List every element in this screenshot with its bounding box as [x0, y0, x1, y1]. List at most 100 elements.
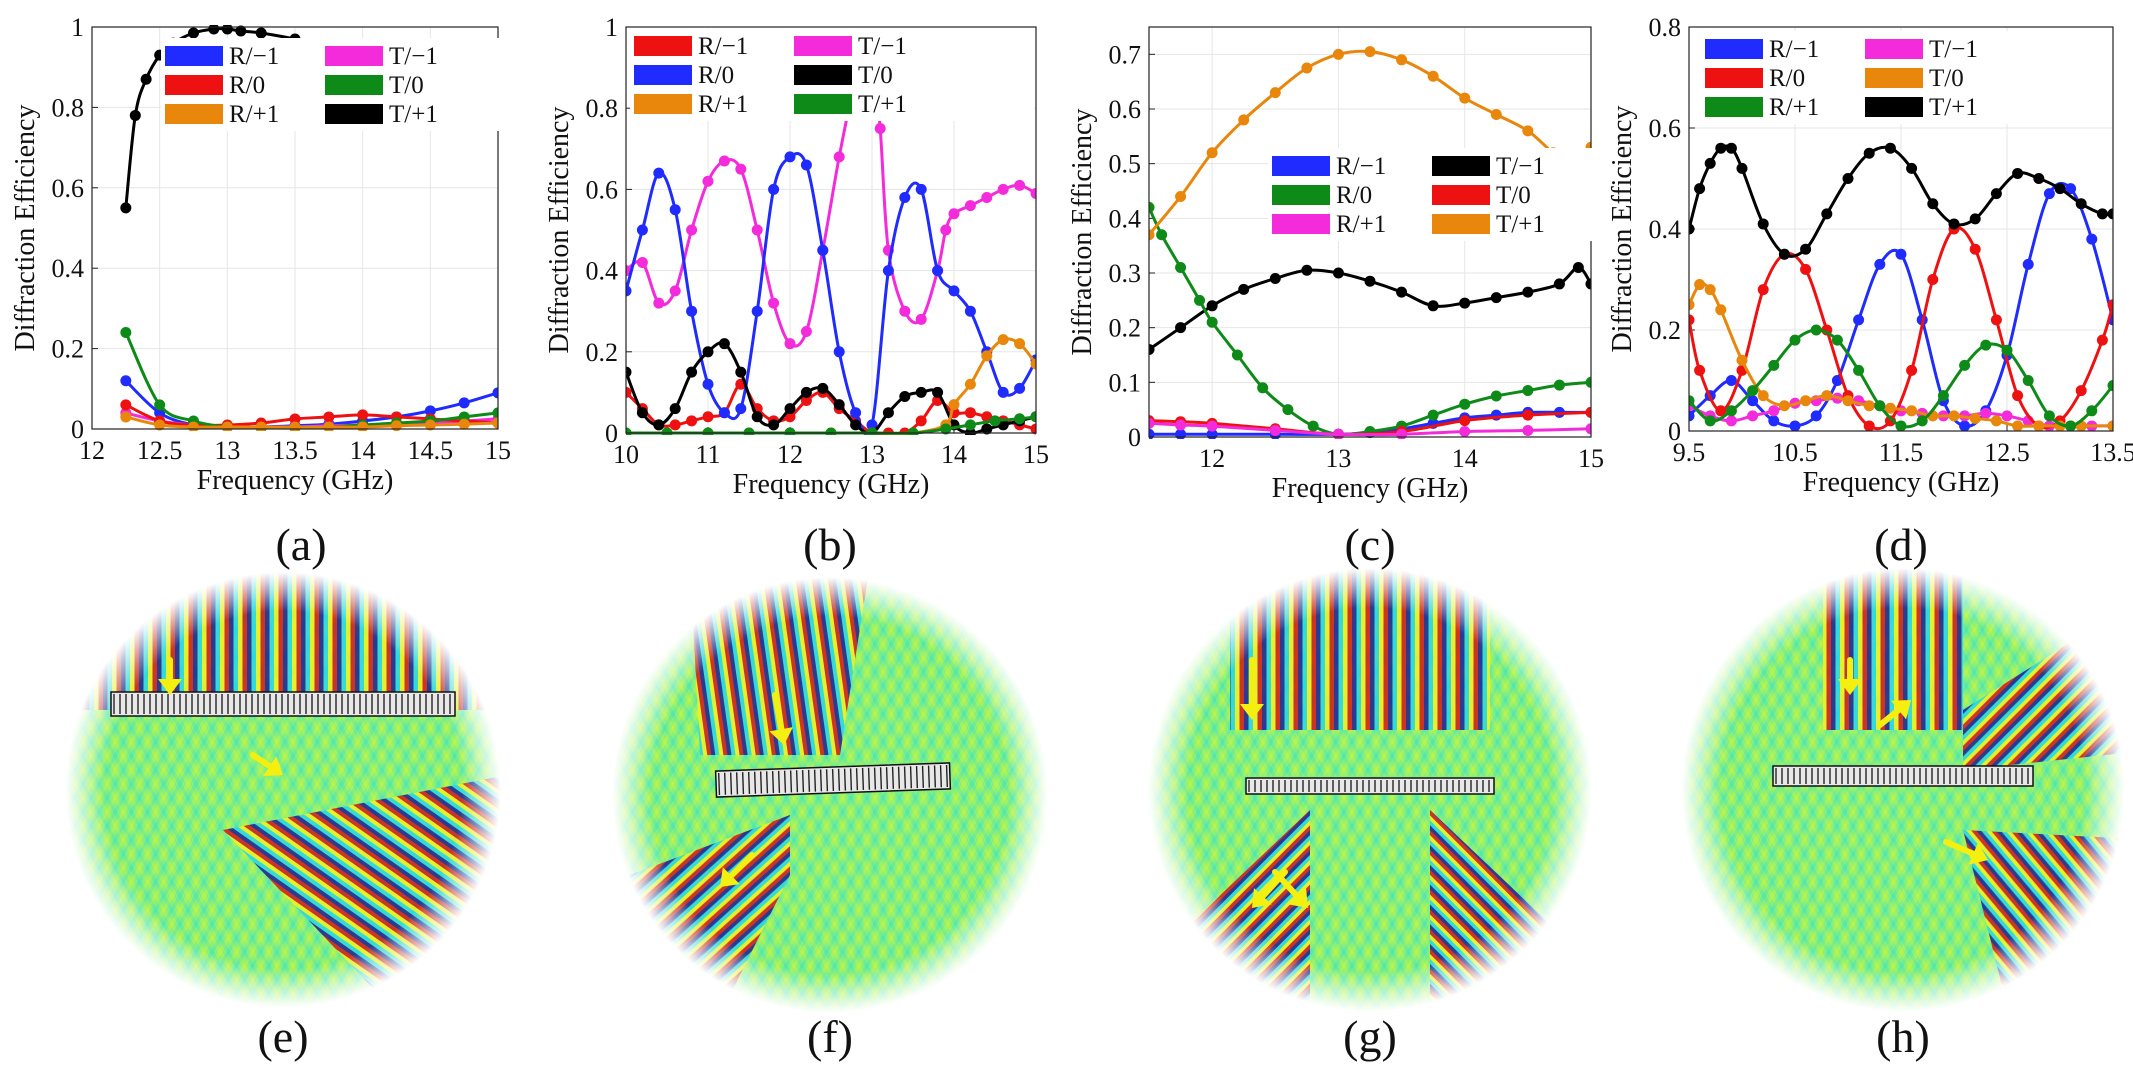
data-point	[800, 395, 812, 407]
panel-label: (a)	[275, 519, 326, 570]
data-point	[1768, 359, 1780, 371]
data-point	[1969, 412, 1981, 424]
data-point	[1585, 278, 1591, 290]
arrow-head-icon	[1252, 888, 1272, 908]
field-panel-f: (f)	[612, 577, 1048, 1062]
data-point	[1757, 390, 1769, 402]
data-point	[702, 378, 714, 390]
data-point	[1332, 428, 1344, 439]
y-tick-label: 0.4	[52, 254, 85, 283]
data-point	[1585, 423, 1591, 435]
data-point	[1459, 415, 1471, 427]
y-tick-label: 1	[71, 13, 84, 42]
x-tick-label: 15	[1578, 444, 1604, 473]
data-point	[981, 192, 993, 204]
data-point	[964, 200, 976, 212]
data-point	[1194, 294, 1206, 306]
data-point	[1906, 405, 1918, 417]
data-point	[1396, 428, 1408, 439]
data-point	[120, 411, 132, 423]
data-point	[188, 27, 199, 39]
series-line	[626, 152, 1036, 435]
data-point	[1689, 395, 1695, 407]
x-tick-label: 10	[613, 440, 639, 469]
arrow-icon	[1877, 707, 1902, 728]
panel-label: (c)	[1344, 519, 1395, 570]
data-point	[1206, 316, 1218, 328]
data-point	[1821, 390, 1833, 402]
data-point	[915, 313, 927, 325]
wave-beam	[65, 572, 501, 710]
data-point	[1364, 46, 1376, 58]
legend-entry: T/0	[389, 72, 424, 99]
line-charts: 12 12.5 13 13.5 14 14.5 15 0 0.2 0.4 0.6 0.8 1 R/−1 T/…	[10, 13, 2133, 570]
legend-entry: T/−1	[389, 43, 438, 70]
data-point	[1301, 264, 1313, 276]
data-point	[1149, 417, 1155, 429]
data-point	[800, 326, 812, 337]
data-point	[784, 151, 796, 163]
data-point	[221, 25, 233, 35]
data-point	[1800, 395, 1812, 407]
data-point	[964, 378, 976, 390]
data-point	[1030, 187, 1036, 199]
wave-beam	[1823, 568, 1963, 730]
chart-b: 10 11 12 13 14 15 0 0.2 0.4 0.6 0.8 1 R/−1 T/−1 R/0 T/0…	[544, 13, 1049, 570]
x-tick-label: 15	[485, 436, 511, 465]
data-point	[2012, 390, 2024, 402]
data-point	[2096, 208, 2108, 220]
chart-a: 12 12.5 13 13.5 14 14.5 15 0 0.2 0.4 0.6 0.8 1 R/−1 T/…	[10, 13, 565, 570]
data-point	[2086, 405, 2098, 417]
data-point	[2107, 208, 2113, 220]
x-tick-label: 12	[777, 440, 803, 469]
panel-label: (e)	[257, 1011, 308, 1062]
data-point	[1704, 284, 1716, 296]
data-point	[2075, 198, 2087, 210]
data-point	[1175, 190, 1187, 202]
data-point	[686, 305, 698, 317]
x-tick-label: 14.5	[408, 436, 454, 465]
data-point	[1778, 400, 1790, 412]
arrow-head-icon	[1288, 888, 1308, 908]
data-point	[2107, 420, 2113, 432]
data-point	[626, 285, 632, 297]
data-point	[1768, 405, 1780, 417]
data-point	[1364, 275, 1376, 287]
y-tick-label: 0.2	[1109, 314, 1142, 343]
data-point	[669, 419, 681, 431]
legend-swatch	[165, 104, 223, 124]
y-tick-label: 0.1	[1109, 368, 1142, 397]
y-axis-label: Diffraction Efficiency	[544, 107, 575, 354]
data-point	[981, 350, 993, 362]
data-point	[2012, 167, 2024, 179]
x-tick-label: 12	[79, 436, 105, 465]
data-point	[653, 167, 665, 179]
data-point	[2107, 299, 2113, 311]
data-point	[1030, 423, 1036, 435]
data-point	[882, 265, 894, 277]
y-axis-label: Diffraction Efficiency	[1067, 109, 1098, 356]
data-point	[702, 411, 714, 423]
x-tick-label: 9.5	[1673, 438, 1706, 467]
data-point	[948, 399, 960, 411]
legend-swatch	[165, 46, 223, 66]
series-line	[1689, 226, 2113, 431]
data-point	[1149, 344, 1155, 356]
data-point	[1175, 419, 1187, 431]
data-point	[1704, 415, 1716, 427]
series-line	[1149, 265, 1591, 351]
data-point	[1572, 262, 1584, 274]
data-point	[1694, 183, 1706, 195]
legend-swatch	[1432, 185, 1490, 205]
data-point	[768, 419, 780, 431]
data-point	[120, 327, 132, 339]
x-tick-label: 13.5	[272, 436, 318, 465]
data-point	[1522, 286, 1534, 298]
y-axis-label: Diffraction Efficiency	[1607, 106, 1638, 353]
data-point	[850, 407, 862, 419]
field-panel-h: (h)	[1681, 568, 2125, 1062]
data-point	[1747, 395, 1759, 407]
legend-entry: T/+1	[1929, 94, 1978, 121]
data-point	[1810, 410, 1822, 422]
panel-label: (b)	[803, 519, 857, 570]
